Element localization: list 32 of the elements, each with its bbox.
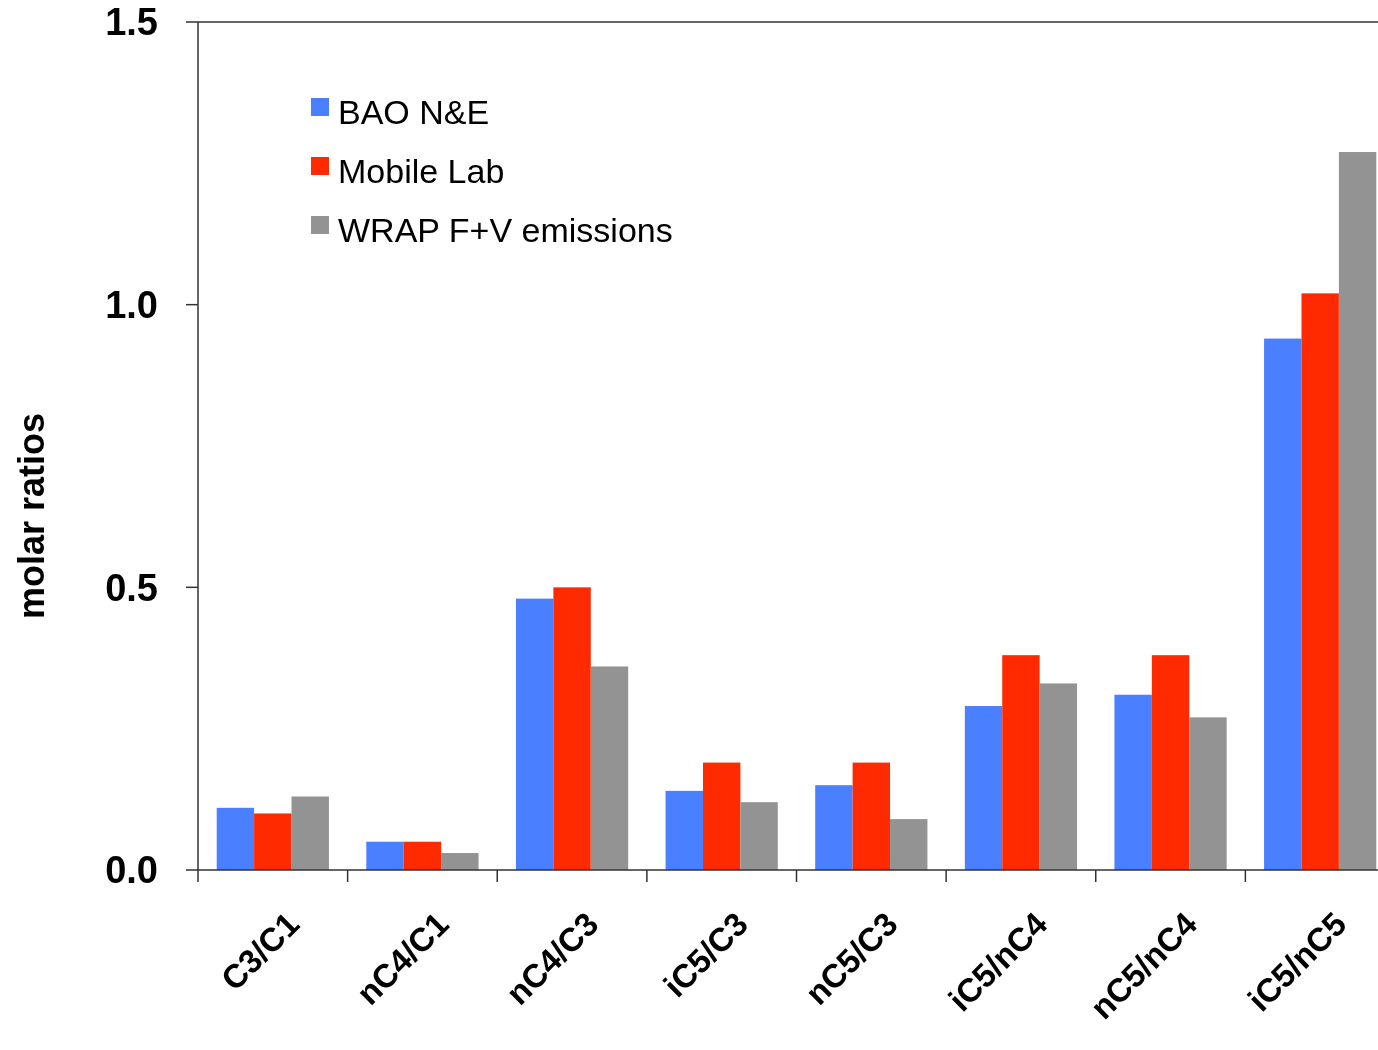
bar xyxy=(1189,717,1227,870)
bar xyxy=(216,807,255,870)
bar xyxy=(852,762,891,870)
bar xyxy=(254,813,292,870)
bar xyxy=(1301,293,1339,870)
legend-label: WRAP F+V emissions xyxy=(338,210,673,249)
bar xyxy=(1338,152,1377,870)
bar xyxy=(1151,655,1190,870)
bar xyxy=(403,841,442,870)
legend-label: BAO N&E xyxy=(338,92,490,131)
bar xyxy=(441,853,479,870)
bar xyxy=(665,790,703,870)
y-tick-label: 1.0 xyxy=(105,283,158,326)
bar xyxy=(1002,655,1040,870)
legend-label: Mobile Lab xyxy=(338,151,505,190)
bar xyxy=(740,802,778,870)
y-tick-label: 0.5 xyxy=(105,566,158,609)
bar xyxy=(815,785,853,870)
bar xyxy=(1264,338,1302,870)
bar xyxy=(1039,683,1078,870)
y-tick-label: 0.0 xyxy=(105,849,158,892)
bar xyxy=(590,666,629,870)
bar xyxy=(366,841,404,870)
bar xyxy=(1114,694,1152,870)
bar xyxy=(702,762,741,870)
y-tick-label: 1.5 xyxy=(105,1,158,44)
bar xyxy=(964,706,1003,870)
bar xyxy=(291,796,329,870)
bar xyxy=(515,598,554,870)
y-axis-title: molar ratios xyxy=(11,412,52,620)
bar xyxy=(890,819,928,870)
bar xyxy=(553,587,591,870)
